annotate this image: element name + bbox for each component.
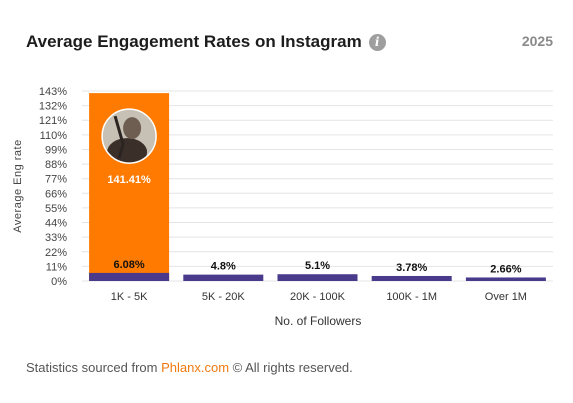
y-tick-label: 55% [45, 203, 67, 215]
x-tick-label: 100K - 1M [386, 291, 437, 303]
bar-chart: 141.41% 6.08% 4.8% 5.1% 3.78% 2.66% 143% 132% 1… [12, 86, 553, 328]
bar [465, 277, 546, 281]
y-tick-label: 77% [45, 174, 67, 186]
y-tick-label: 66% [45, 188, 67, 200]
data-label: 4.8% [211, 261, 236, 273]
avatar [102, 109, 157, 164]
data-label: 2.66% [490, 263, 521, 275]
avatar-ring [101, 108, 157, 164]
data-label: 5.1% [305, 260, 330, 272]
highlight-value-label: 141.41% [107, 174, 151, 186]
y-tick-label: 0% [51, 276, 67, 288]
avatar-head [123, 117, 142, 140]
y-tick-label: 110% [40, 130, 68, 142]
bar [371, 275, 452, 281]
y-tick-label: 33% [45, 232, 67, 244]
chart-title: Average Engagement Rates on Instagram i [26, 32, 386, 52]
data-label: 3.78% [396, 262, 427, 274]
y-tick-label: 44% [45, 218, 67, 230]
bar [277, 274, 358, 281]
y-axis-label: Average Eng rate [12, 139, 24, 232]
x-tick-label: 20K - 100K [290, 291, 346, 303]
bar [89, 272, 170, 281]
y-tick-label: 121% [39, 115, 67, 127]
y-tick-label: 88% [45, 159, 67, 171]
footer-attribution: Statistics sourced from Phlanx.com © All… [26, 360, 353, 375]
chart-title-text: Average Engagement Rates on Instagram [26, 32, 362, 51]
y-tick-label: 11% [46, 261, 67, 273]
footer-prefix: Statistics sourced from [26, 360, 162, 375]
y-tick-label: 132% [39, 101, 67, 113]
y-tick-label: 22% [45, 247, 67, 259]
x-axis-label: No. of Followers [275, 314, 362, 328]
y-tick-label: 99% [45, 144, 67, 156]
source-link[interactable]: Phlanx.com [161, 360, 230, 375]
y-tick-label: 143% [39, 86, 67, 98]
bar [183, 274, 264, 281]
avatar-figure [107, 138, 148, 164]
data-label: 6.08% [113, 259, 144, 271]
avatar-detail [113, 115, 125, 159]
year-label: 2025 [521, 33, 553, 49]
footer-suffix: © All rights reserved. [229, 360, 353, 375]
x-tick-label: 1K - 5K [111, 291, 148, 303]
x-tick-label: Over 1M [485, 291, 527, 303]
info-icon[interactable]: i [368, 33, 386, 51]
x-tick-label: 5K - 20K [202, 291, 245, 303]
